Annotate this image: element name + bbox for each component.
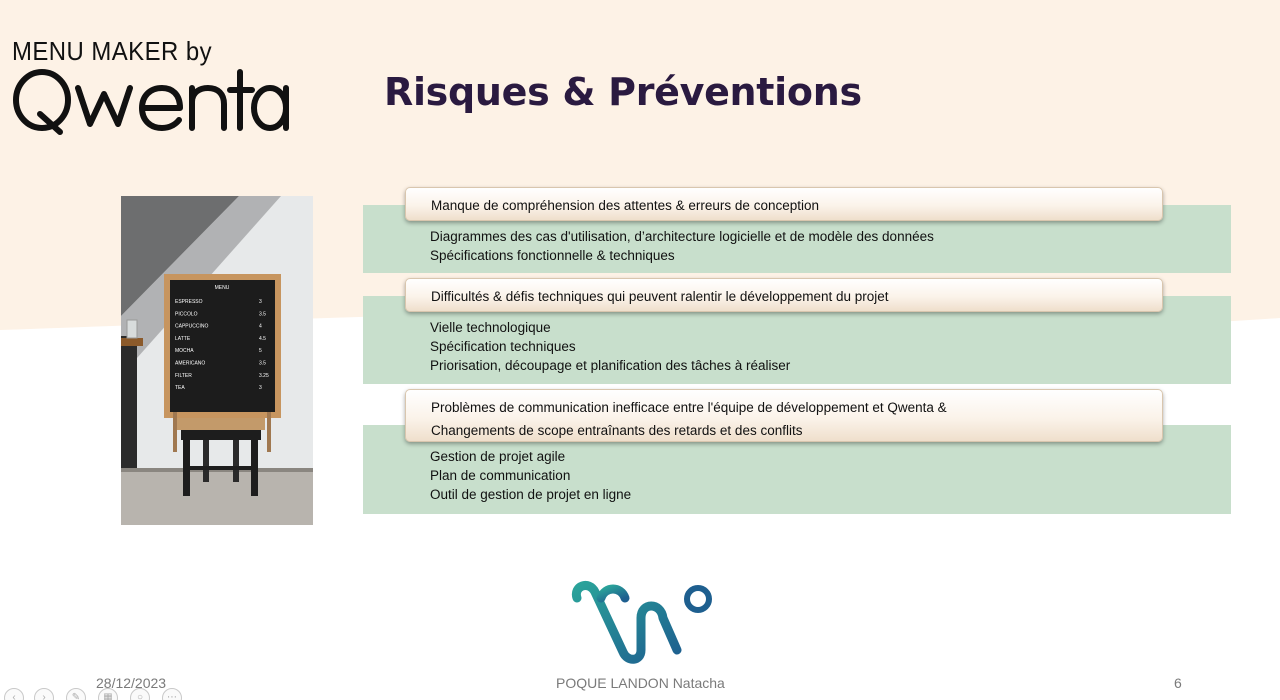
board-item-price: 3 [259,385,262,391]
board-item-name: LATTE [175,336,191,342]
prevention-item: Gestion de projet agile [430,449,566,464]
board-item-price: 4.5 [259,336,266,342]
prevention-list: Gestion de projet agile Plan de communic… [430,447,631,504]
board-item-name: MOCHA [175,348,194,354]
board-item-price: 5 [259,348,262,354]
board-item-name: PICCOLO [175,311,198,317]
brand-tagline: MENU MAKER by [12,36,213,66]
board-item-name: CAPPUCCINO [175,324,208,330]
prevention-list: Vielle technologique Spécification techn… [430,318,790,375]
prevention-item: Outil de gestion de projet en ligne [430,487,632,502]
board-item-name: AMERICANO [175,361,205,367]
risk-text: Problèmes de communication inefficace en… [431,400,947,415]
risk-box: Manque de compréhension des attentes & e… [405,187,1163,221]
risk-text: Difficultés & défis techniques qui peuve… [431,289,889,304]
slides-icon[interactable]: ▦ [98,688,118,700]
prevention-item: Diagrammes des cas d'utilisation, d’arch… [430,229,934,244]
qwenta-logo: Qwenta [13,69,289,135]
board-item-price: 3.25 [259,373,269,379]
slide-title: Risques & Préventions [384,70,862,114]
brand: MENU MAKER by Qwenta [12,36,302,135]
prevention-item: Plan de communication [430,468,571,483]
prevention-item: Spécification techniques [430,339,576,354]
prevention-list: Diagrammes des cas d'utilisation, d’arch… [430,227,934,265]
menu-board-photo: MENU ESPRESSO 3 PICCOLO 3.5 CAPPUCCINO 4 LATTE… [121,196,313,525]
page-number: 6 [1174,675,1182,691]
prevention-item: Vielle technologique [430,320,551,335]
board-title: MENU [215,285,230,291]
board-item-name: ESPRESSO [175,299,203,305]
footer-author: POQUE LANDON Natacha [556,675,725,691]
more-icon[interactable]: ⋯ [162,688,182,700]
prevention-item: Priorisation, découpage et planification… [430,358,791,373]
risk-box: Problèmes de communication inefficace en… [405,389,1163,442]
risk-text: Manque de compréhension des attentes & e… [431,198,819,213]
board-item-price: 3 [259,299,262,305]
risk-text: Changements de scope entraînants des ret… [431,423,803,438]
board-item-price: 3.5 [259,311,266,317]
board-item-name: TEA [175,385,185,391]
zoom-icon[interactable]: ○ [130,688,150,700]
w-logo [571,581,712,664]
board-item-name: FILTER [175,373,192,379]
footer-date: 28/12/2023 [96,675,167,691]
prevention-item: Spécifications fonctionnelle & technique… [430,248,675,263]
prev-icon[interactable]: ‹ [4,688,24,700]
board-item-price: 3.5 [259,361,266,367]
pen-icon[interactable]: ✎ [66,688,86,700]
risk-box: Difficultés & défis techniques qui peuve… [405,278,1163,312]
board-item-price: 4 [259,324,262,330]
next-icon[interactable]: › [34,688,54,700]
